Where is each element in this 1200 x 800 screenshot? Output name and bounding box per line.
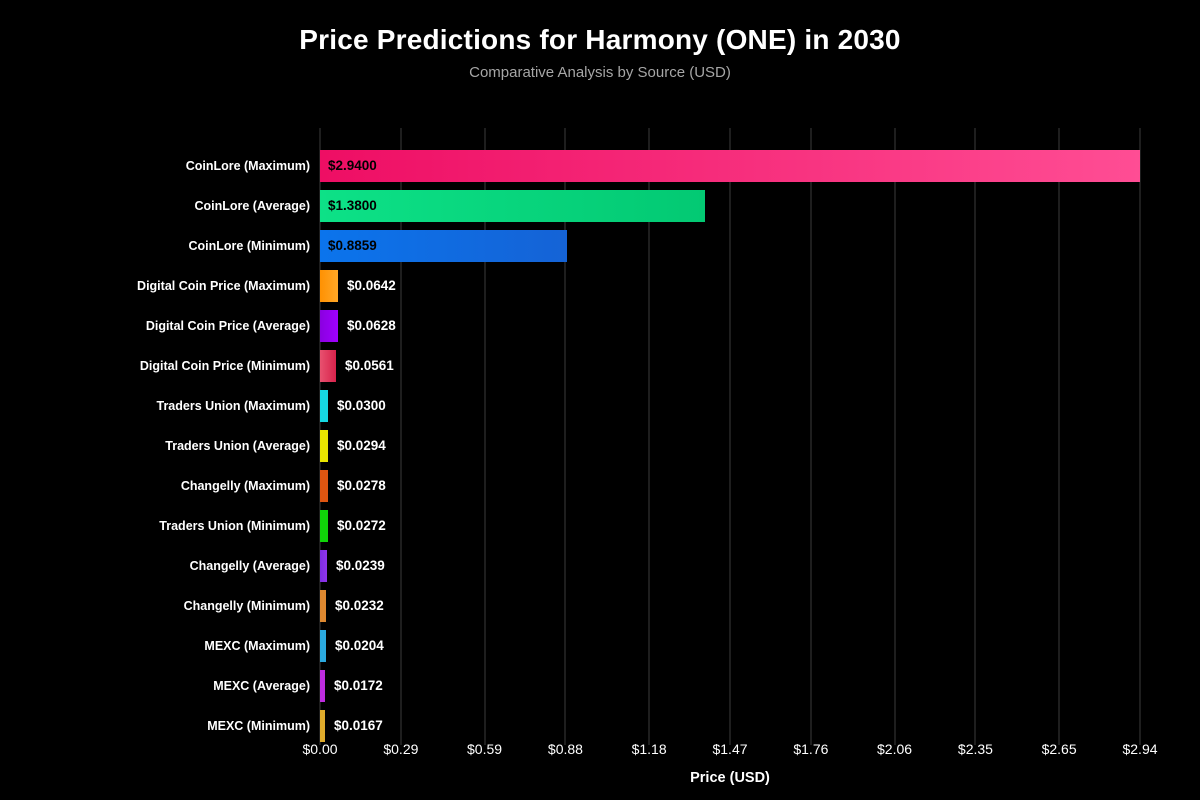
bar bbox=[320, 230, 567, 262]
gridline bbox=[1058, 128, 1061, 745]
bar-value-label: $2.9400 bbox=[328, 158, 377, 173]
x-tick-label: $0.00 bbox=[302, 741, 338, 757]
category-label: Digital Coin Price (Minimum) bbox=[139, 359, 310, 373]
bar bbox=[320, 590, 326, 622]
bar-value-label: $0.0628 bbox=[347, 318, 396, 333]
gridline bbox=[483, 128, 486, 745]
bar-value-label: $0.0278 bbox=[337, 478, 386, 493]
category-label: Traders Union (Minimum) bbox=[159, 519, 310, 533]
category-label: MEXC (Minimum) bbox=[207, 719, 310, 733]
bar-value-label: $1.3800 bbox=[328, 198, 377, 213]
category-label: MEXC (Average) bbox=[213, 679, 310, 693]
category-axis: CoinLore (Maximum) CoinLore (Average) Coin… bbox=[0, 128, 310, 745]
chart-title: Price Predictions for Harmony (ONE) in 2… bbox=[299, 24, 901, 55]
bar bbox=[320, 510, 328, 542]
bar bbox=[320, 550, 327, 582]
bar-value-label: $0.0294 bbox=[337, 438, 386, 453]
gridline bbox=[893, 128, 896, 745]
bar-value-label: $0.0642 bbox=[347, 278, 396, 293]
bar bbox=[320, 310, 338, 342]
x-tick-label: $0.29 bbox=[383, 741, 419, 757]
bar bbox=[320, 150, 1140, 182]
category-label: CoinLore (Maximum) bbox=[185, 159, 310, 173]
bar-value-label: $0.0300 bbox=[337, 398, 386, 413]
bar bbox=[320, 630, 326, 662]
x-tick-label: $1.18 bbox=[631, 741, 667, 757]
plot-area: $2.9400 $1.3800 $0.8859 $0.0642 $0.0628 $0.05… bbox=[319, 128, 1141, 745]
category-label: Changelly (Minimum) bbox=[183, 599, 310, 613]
category-label: Digital Coin Price (Average) bbox=[145, 319, 310, 333]
category-label: Changelly (Maximum) bbox=[180, 479, 310, 493]
x-tick-label: $2.65 bbox=[1041, 741, 1077, 757]
x-tick-label: $0.88 bbox=[547, 741, 583, 757]
gridline bbox=[399, 128, 402, 745]
gridline bbox=[974, 128, 977, 745]
bar bbox=[320, 470, 328, 502]
bar bbox=[320, 710, 325, 742]
category-label: Traders Union (Maximum) bbox=[156, 399, 311, 413]
category-label: Changelly (Average) bbox=[189, 559, 310, 573]
x-tick-label: $1.76 bbox=[793, 741, 829, 757]
bar-value-label: $0.0239 bbox=[336, 558, 385, 573]
gridline bbox=[564, 128, 567, 745]
bar bbox=[320, 430, 328, 462]
category-label: MEXC (Maximum) bbox=[204, 639, 310, 653]
category-label: CoinLore (Average) bbox=[194, 199, 310, 213]
bar bbox=[320, 350, 336, 382]
bar-value-label: $0.8859 bbox=[328, 238, 377, 253]
bar-value-label: $0.0272 bbox=[337, 518, 386, 533]
bar-value-label: $0.0204 bbox=[335, 638, 384, 653]
x-tick-label: $1.47 bbox=[712, 741, 748, 757]
bar-value-label: $0.0561 bbox=[345, 358, 394, 373]
x-axis-label: Price (USD) bbox=[690, 770, 770, 786]
bar-value-label: $0.0232 bbox=[335, 598, 384, 613]
gridline bbox=[648, 128, 651, 745]
category-label: CoinLore (Minimum) bbox=[188, 239, 310, 253]
x-tick-label: $2.35 bbox=[957, 741, 993, 757]
category-label: Traders Union (Average) bbox=[165, 439, 310, 453]
x-tick-label: $0.59 bbox=[467, 741, 503, 757]
gridline bbox=[729, 128, 731, 745]
x-tick-label: $2.06 bbox=[877, 741, 913, 757]
x-tick-label: $2.94 bbox=[1122, 741, 1158, 757]
bar bbox=[320, 190, 705, 222]
chart-subtitle: Comparative Analysis by Source (USD) bbox=[469, 64, 731, 81]
category-label: Digital Coin Price (Maximum) bbox=[137, 279, 310, 293]
gridline bbox=[1139, 128, 1141, 745]
bar-value-label: $0.0167 bbox=[334, 718, 383, 733]
x-axis-ticks: $0.00 $0.29 $0.59 $0.88 $1.18 $1.47 $1.76 $2.06… bbox=[302, 741, 1157, 759]
bar-value-label: $0.0172 bbox=[334, 678, 383, 693]
bar bbox=[320, 670, 325, 702]
gridline bbox=[809, 128, 812, 745]
bar bbox=[320, 270, 338, 302]
bar bbox=[320, 390, 328, 422]
